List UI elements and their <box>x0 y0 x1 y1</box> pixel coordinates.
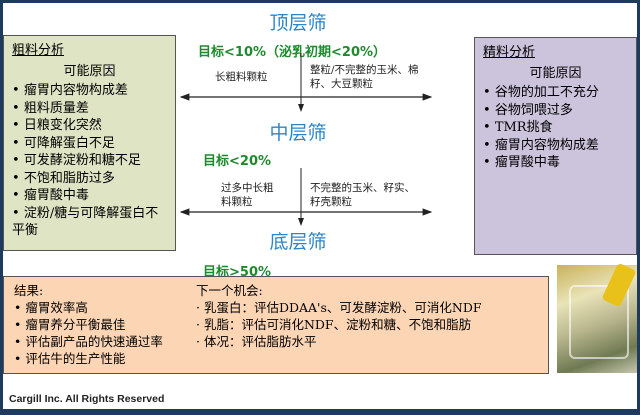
results-column: 结果: 瘤胃效率高 瘤胃养分平衡最佳 评估副产品的快速通过率 评估牛的生产性能 <box>14 280 194 367</box>
flow-arrows <box>179 53 433 226</box>
list-item: 淀粉/糖与可降解蛋白不平衡 <box>12 205 167 240</box>
concentrate-analysis-box: 精料分析 可能原因 谷物的加工不充分 谷物饲喂过多 TMR挑食 瘤胃内容物构成差… <box>474 37 637 255</box>
photo-container-shape <box>569 285 629 359</box>
sieve-photo <box>557 262 637 373</box>
concentrate-title: 精料分析 <box>483 45 536 60</box>
forage-title: 粗料分析 <box>12 43 65 58</box>
forage-analysis-box: 粗料分析 可能原因 瘤胃内容物构成差 粗料质量差 日粮变化突然 可降解蛋白不足 … <box>3 35 176 251</box>
results-box: 结果: 瘤胃效率高 瘤胃养分平衡最佳 评估副产品的快速通过率 评估牛的生产性能 … <box>3 276 549 374</box>
list-item: 可发酵淀粉和糖不足 <box>12 152 167 170</box>
list-item: 谷物饲喂过多 <box>483 102 628 120</box>
list-item: 日粮变化突然 <box>12 117 167 135</box>
middle-right-note: 不完整的玉米、籽实、籽壳颗粒 <box>310 182 415 208</box>
next-title: 下一个机会: <box>196 283 263 298</box>
list-item: 瘤胃效率高 <box>14 299 194 316</box>
list-item: 瘤胃内容物构成差 <box>483 137 628 155</box>
list-item: 乳脂：评估可消化NDF、淀粉和糖、不饱和脂肪 <box>196 316 548 333</box>
middle-sieve-target: 目标<20% <box>203 154 272 169</box>
list-item: 乳蛋白：评估DDAA's、可发酵淀粉、可消化NDF <box>196 299 548 316</box>
top-right-note: 整粒/不完整的玉米、棉籽、大豆颗粒 <box>310 64 419 90</box>
top-left-note: 长粗料颗粒 <box>215 71 268 83</box>
list-item: 粗料质量差 <box>12 100 167 118</box>
next-opportunity-column: 下一个机会: 乳蛋白：评估DDAA's、可发酵淀粉、可消化NDF 乳脂：评估可消… <box>196 280 548 350</box>
photo-yellow-handle <box>601 262 637 308</box>
list-item: 评估副产品的快速通过率 <box>14 333 194 350</box>
list-item: 评估牛的生产性能 <box>14 350 194 367</box>
top-sieve-title: 顶层筛 <box>269 12 327 34</box>
bottom-sieve-title: 底层筛 <box>269 231 327 253</box>
list-item: 瘤胃内容物构成差 <box>12 82 167 100</box>
list-item: 可降解蛋白不足 <box>12 135 167 153</box>
results-title: 结果: <box>14 283 44 298</box>
list-item: 谷物的加工不充分 <box>483 84 628 102</box>
slide: 顶层筛 目标<10%（泌乳初期<20%） 长粗料颗粒 整粒/不完整的玉米、棉籽、… <box>3 3 637 409</box>
forage-subtitle: 可能原因 <box>63 64 116 79</box>
list-item: TMR挑食 <box>483 119 628 137</box>
list-item: 体况：评估脂肪水平 <box>196 333 548 350</box>
list-item: 瘤胃酸中毒 <box>483 154 628 172</box>
middle-left-note: 过多中长粗料颗粒 <box>221 182 274 208</box>
copyright-footer: Cargill Inc. All Rights Reserved <box>9 393 165 405</box>
list-item: 瘤胃酸中毒 <box>12 187 167 205</box>
top-sieve-target: 目标<10%（泌乳初期<20%） <box>198 45 387 60</box>
middle-sieve-title: 中层筛 <box>269 122 327 144</box>
concentrate-subtitle: 可能原因 <box>529 66 582 81</box>
list-item: 瘤胃养分平衡最佳 <box>14 316 194 333</box>
list-item: 不饱和脂肪过多 <box>12 170 167 188</box>
